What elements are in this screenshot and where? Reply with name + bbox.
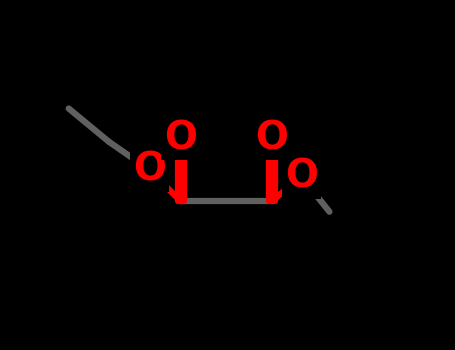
Text: O: O — [133, 151, 166, 189]
Text: O: O — [285, 158, 318, 196]
Text: O: O — [255, 119, 288, 157]
Text: O: O — [164, 119, 197, 157]
